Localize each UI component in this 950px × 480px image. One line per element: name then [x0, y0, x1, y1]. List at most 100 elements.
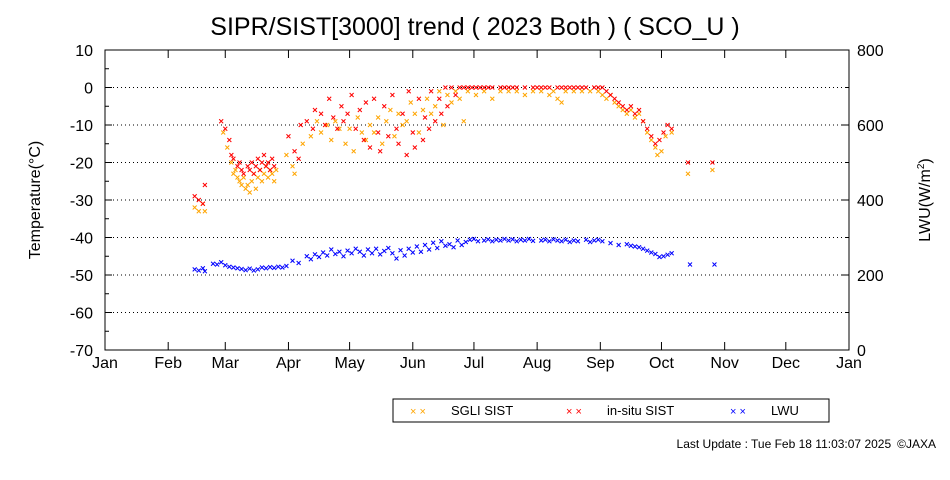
x-tick-label: Mar — [211, 355, 239, 372]
y-tick-label: -30 — [70, 193, 93, 210]
data-point — [192, 205, 198, 210]
data-point — [465, 85, 471, 90]
data-point — [308, 133, 314, 139]
data-point — [255, 267, 261, 272]
data-point — [669, 130, 675, 135]
data-point — [341, 253, 346, 259]
data-point — [644, 248, 650, 253]
data-point — [522, 238, 528, 243]
data-point — [663, 133, 668, 139]
x-tick-label: Feb — [154, 355, 182, 372]
data-point — [443, 85, 448, 90]
data-point — [245, 163, 251, 169]
data-point — [447, 241, 452, 247]
data-point — [567, 85, 573, 90]
data-point — [357, 249, 363, 255]
data-point — [404, 152, 410, 158]
x-tick-label: Nov — [710, 355, 738, 372]
data-point — [530, 88, 536, 94]
data-point — [259, 160, 265, 165]
data-point — [595, 88, 601, 94]
data-point — [316, 254, 322, 260]
data-point — [616, 103, 622, 109]
data-point — [196, 197, 202, 203]
data-point — [538, 238, 544, 243]
data-point — [475, 238, 481, 244]
data-point — [432, 103, 438, 109]
data-point — [489, 96, 495, 102]
data-point — [257, 167, 263, 173]
data-point — [263, 163, 269, 169]
data-point — [443, 243, 448, 249]
data-point — [222, 262, 228, 268]
data-point — [612, 100, 617, 105]
data-point — [271, 163, 277, 169]
data-point — [271, 178, 277, 184]
data-point — [253, 186, 259, 192]
data-point — [335, 126, 340, 132]
data-point — [620, 107, 626, 113]
data-point — [600, 238, 605, 244]
data-point — [292, 148, 297, 154]
data-point — [657, 137, 662, 143]
data-point — [385, 133, 391, 139]
data-point — [659, 148, 664, 154]
data-point — [284, 152, 289, 158]
data-point — [571, 88, 577, 94]
y-tick-label: -70 — [70, 343, 93, 360]
y-axis-label: Temperature(°C) — [27, 141, 44, 259]
data-points — [192, 85, 717, 274]
data-point — [220, 130, 226, 135]
data-point — [481, 88, 487, 94]
data-point — [648, 137, 654, 143]
data-point — [640, 246, 646, 252]
data-point — [312, 107, 318, 113]
data-point — [241, 175, 246, 180]
data-point — [345, 248, 350, 253]
data-point — [196, 208, 202, 214]
y2-axis-label: LWU(W/m2) — [916, 158, 934, 241]
data-point — [510, 237, 516, 242]
data-point — [308, 256, 314, 262]
data-point — [416, 96, 422, 102]
data-point — [320, 250, 326, 255]
data-point — [453, 92, 458, 98]
data-point — [604, 96, 609, 102]
data-point — [665, 122, 670, 128]
data-point — [498, 88, 503, 94]
data-point — [247, 266, 253, 271]
data-point — [390, 250, 395, 256]
data-point — [290, 258, 295, 264]
data-point — [355, 115, 361, 120]
series-sgli-sist — [192, 88, 715, 214]
data-point — [530, 85, 536, 90]
data-point — [290, 163, 295, 169]
y-tick-label: 10 — [75, 43, 93, 60]
data-point — [624, 111, 630, 117]
x-tick-label: Oct — [649, 355, 674, 372]
data-point — [453, 88, 458, 94]
data-point — [351, 148, 357, 154]
data-point — [624, 241, 630, 247]
data-point — [237, 160, 242, 165]
data-point — [353, 126, 359, 132]
x-tick-label: Jan — [836, 355, 862, 372]
copyright: ©JAXA — [897, 437, 936, 451]
data-point — [636, 111, 642, 117]
series-in-situ-sist — [192, 85, 715, 207]
data-point — [239, 266, 244, 272]
data-point — [469, 85, 475, 90]
data-point — [269, 171, 275, 177]
data-point — [661, 253, 666, 259]
x-tick-label: Jan — [92, 355, 118, 372]
data-point — [579, 88, 585, 94]
data-point — [583, 85, 589, 90]
data-point — [239, 182, 244, 188]
y-tick-label: 0 — [84, 81, 93, 98]
x-tick-label: Jun — [400, 355, 426, 372]
data-point — [318, 111, 324, 117]
data-point — [363, 100, 369, 105]
data-point — [235, 163, 240, 169]
legend-marker-sgli: × × — [410, 406, 426, 418]
